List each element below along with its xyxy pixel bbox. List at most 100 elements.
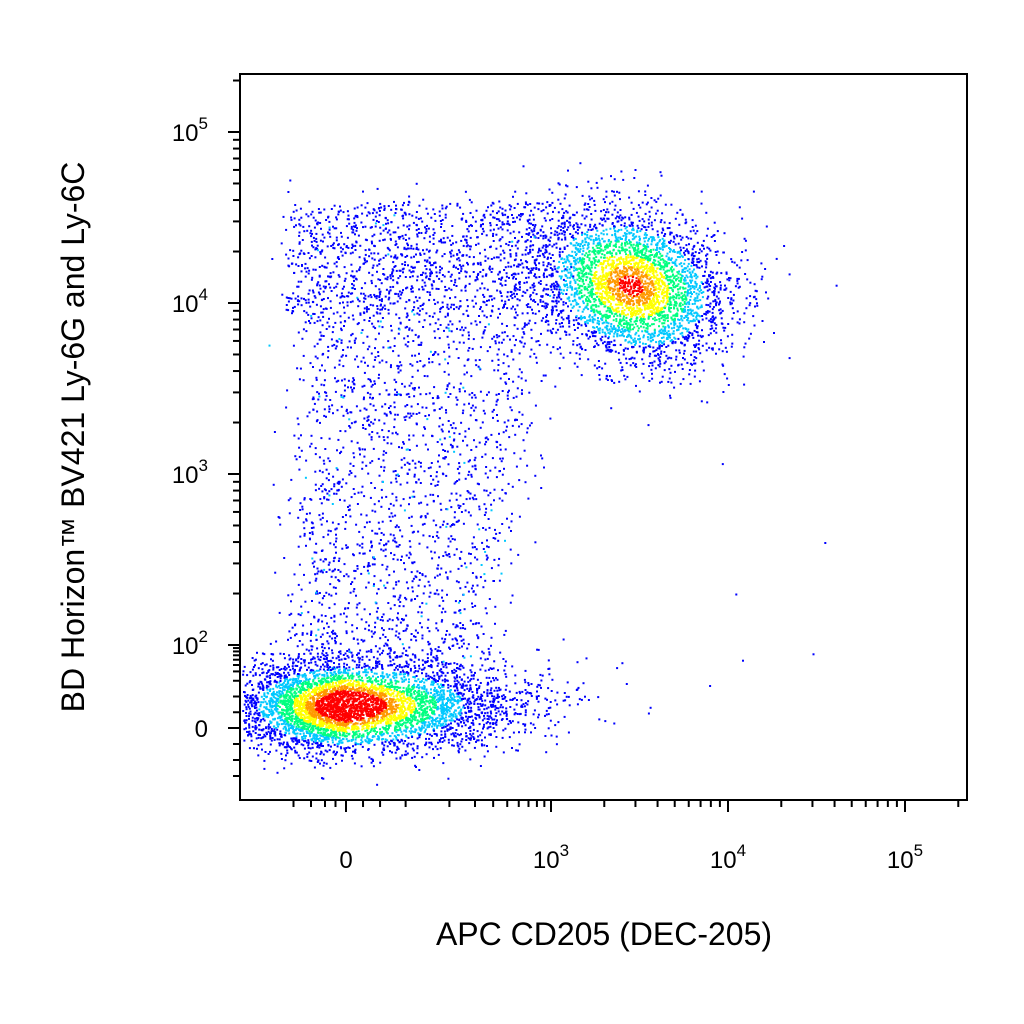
data-point	[349, 715, 351, 718]
data-point	[404, 726, 407, 729]
data-point	[351, 700, 354, 703]
data-point	[322, 685, 325, 688]
data-point	[264, 707, 267, 710]
data-point	[263, 678, 266, 681]
data-point	[379, 731, 382, 734]
data-point	[338, 737, 341, 740]
data-point	[321, 703, 324, 706]
data-point	[361, 702, 364, 705]
data-point	[264, 664, 267, 667]
data-point	[303, 701, 306, 703]
data-point	[438, 699, 441, 702]
data-point	[549, 706, 552, 709]
data-point	[528, 692, 531, 695]
data-point	[313, 704, 315, 707]
data-point	[332, 736, 335, 739]
data-point	[414, 698, 417, 700]
data-point	[405, 712, 408, 714]
data-point	[393, 713, 396, 716]
data-point	[321, 718, 324, 721]
data-point	[453, 720, 456, 723]
data-point	[318, 725, 321, 728]
data-point	[335, 674, 338, 677]
data-point	[422, 695, 425, 698]
data-point	[298, 712, 301, 715]
data-point	[353, 726, 356, 729]
data-point	[351, 655, 354, 658]
data-point	[441, 701, 444, 704]
data-point	[403, 665, 406, 668]
data-point	[301, 685, 304, 688]
data-point	[363, 701, 366, 704]
data-point	[272, 687, 275, 690]
data-point	[351, 672, 354, 675]
data-point	[400, 693, 403, 696]
data-point	[375, 687, 378, 690]
data-point	[421, 701, 424, 704]
data-point	[332, 685, 334, 688]
data-point	[400, 705, 403, 708]
data-point	[576, 661, 579, 664]
data-point	[269, 690, 271, 692]
data-point	[276, 721, 279, 724]
data-point	[441, 724, 444, 727]
data-point	[258, 708, 261, 711]
data-point	[283, 696, 286, 699]
data-point	[441, 661, 443, 664]
data-point	[423, 708, 426, 711]
data-point	[462, 706, 465, 709]
data-point	[322, 677, 325, 680]
data-point	[342, 728, 345, 731]
data-point	[387, 708, 390, 710]
data-point	[306, 723, 309, 725]
data-point	[355, 715, 358, 718]
data-point	[307, 679, 310, 681]
data-point	[361, 658, 364, 661]
data-point	[380, 678, 383, 681]
data-point	[393, 690, 396, 693]
data-point	[310, 738, 313, 741]
data-point	[355, 672, 358, 675]
data-point	[422, 713, 425, 716]
data-point	[462, 719, 465, 722]
data-point	[486, 689, 489, 692]
data-point	[326, 662, 329, 665]
data-point	[479, 668, 482, 671]
data-point	[416, 702, 419, 705]
data-point	[311, 722, 314, 724]
data-point	[464, 724, 467, 727]
data-point	[345, 747, 348, 749]
data-point	[375, 703, 378, 706]
data-point	[488, 676, 491, 679]
data-point	[439, 650, 442, 652]
data-point	[468, 710, 471, 712]
data-point	[401, 733, 404, 736]
data-point	[342, 710, 345, 712]
data-point	[505, 713, 508, 716]
data-point	[402, 686, 405, 689]
data-point	[462, 683, 465, 686]
data-point	[280, 752, 283, 755]
data-point	[356, 653, 358, 656]
data-point	[331, 693, 334, 696]
data-point	[279, 742, 282, 745]
data-point	[286, 722, 289, 725]
data-point	[257, 717, 260, 720]
data-point	[482, 725, 485, 728]
data-point	[523, 705, 526, 708]
data-point	[295, 692, 298, 695]
data-point	[358, 698, 361, 701]
data-point	[278, 744, 281, 747]
data-point	[366, 671, 369, 674]
data-point	[367, 739, 370, 742]
data-point	[304, 717, 307, 720]
data-point	[452, 732, 455, 735]
data-point	[260, 710, 263, 713]
data-point	[454, 683, 457, 686]
data-point	[282, 653, 285, 655]
data-point	[246, 694, 249, 696]
data-point	[351, 757, 354, 760]
data-point	[327, 737, 330, 740]
data-point	[335, 711, 338, 714]
data-point	[384, 699, 387, 702]
